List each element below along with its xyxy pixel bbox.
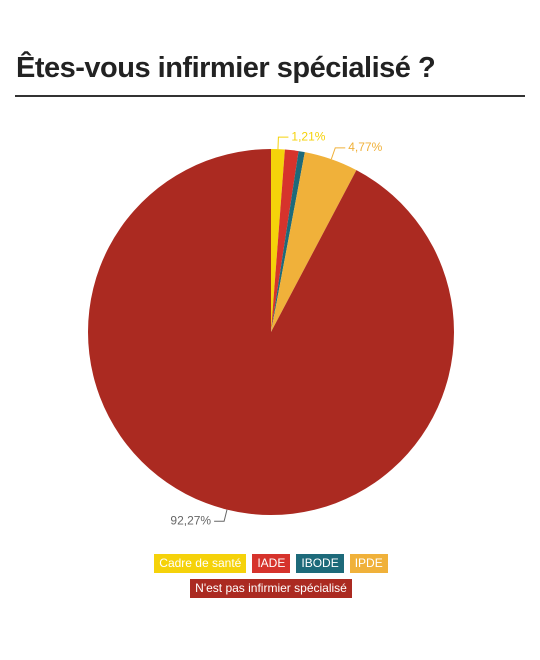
legend-item: N'est pas infirmier spécialisé [190, 579, 352, 598]
data-label: 4,77% [348, 140, 382, 154]
chart: 1,21% 4,77% 92,27% [87, 129, 454, 527]
data-label: 1,21% [291, 129, 325, 143]
legend-item: IBODE [296, 554, 344, 573]
pie-slice [271, 151, 305, 332]
pie-slice [271, 152, 357, 332]
leader-line [214, 509, 228, 522]
data-label: 92,27% [170, 513, 211, 527]
pie-slice [271, 149, 285, 332]
legend-item: IPDE [349, 554, 388, 573]
pie-slice [87, 149, 454, 515]
legend-item: Cadre de santé [154, 554, 247, 573]
legend-item: IADE [252, 554, 291, 573]
title-rule [15, 95, 525, 97]
leader-line [330, 147, 346, 160]
legend: Cadre de santé IADE IBODE IPDE N'est pas inf… [140, 554, 402, 598]
chart-title: Êtes-vous infirmier spécialisé ? [16, 52, 436, 84]
pie-slice [271, 149, 299, 332]
leader-line [277, 136, 289, 150]
